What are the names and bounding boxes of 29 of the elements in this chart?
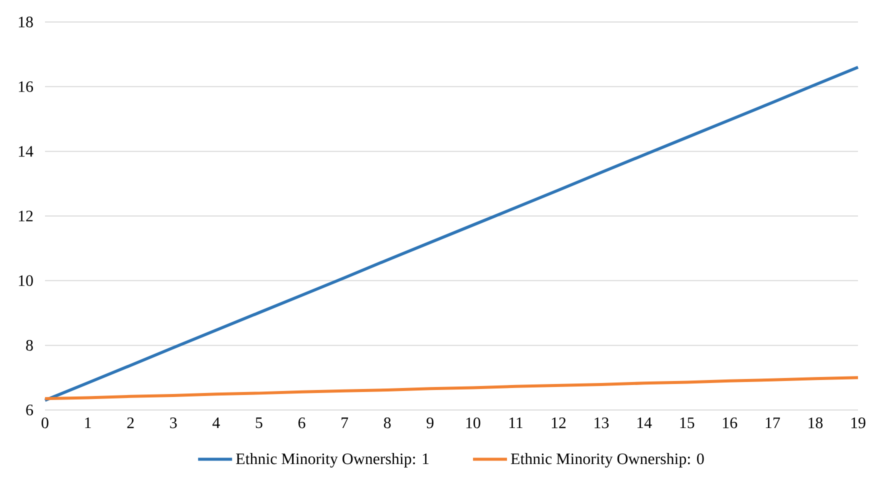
- x-tick-label: 12: [552, 418, 566, 428]
- x-tick-label: 16: [723, 418, 738, 428]
- x-tick-label: 5: [256, 418, 262, 428]
- x-tick-label: 0: [42, 418, 48, 428]
- x-tick-label: 17: [766, 418, 780, 428]
- x-tick-label: 4: [212, 418, 220, 428]
- x-tick-label: 13: [594, 418, 609, 428]
- y-tick-label: 6: [26, 404, 34, 416]
- x-tick-label: 19: [851, 418, 866, 428]
- y-tick-label: 12: [18, 210, 33, 222]
- y-tick-label: 18: [18, 16, 33, 28]
- legend-label: Ethnic Minority Ownership: 0: [510, 452, 704, 468]
- x-tick-label: 18: [808, 418, 823, 428]
- x-tick-label: 11: [509, 418, 522, 428]
- x-tick-label: 14: [637, 418, 652, 428]
- x-tick-label: 3: [170, 418, 177, 428]
- x-tick-label: 1: [85, 418, 91, 428]
- x-tick-label: 6: [298, 418, 306, 428]
- y-tick-label: 16: [18, 81, 34, 92]
- x-tick-label: 8: [384, 418, 391, 428]
- y-tick-label: 14: [18, 146, 34, 157]
- x-tick-label: 2: [127, 418, 134, 428]
- x-tick-label: 7: [342, 418, 348, 428]
- y-tick-label: 8: [26, 340, 33, 351]
- x-tick-label: 10: [466, 418, 480, 428]
- x-tick-label: 9: [426, 418, 434, 428]
- x-tick-label: 15: [680, 418, 694, 428]
- y-tick-label: 10: [18, 275, 33, 286]
- legend-label: Ethnic Minority Ownership: 1: [236, 452, 429, 468]
